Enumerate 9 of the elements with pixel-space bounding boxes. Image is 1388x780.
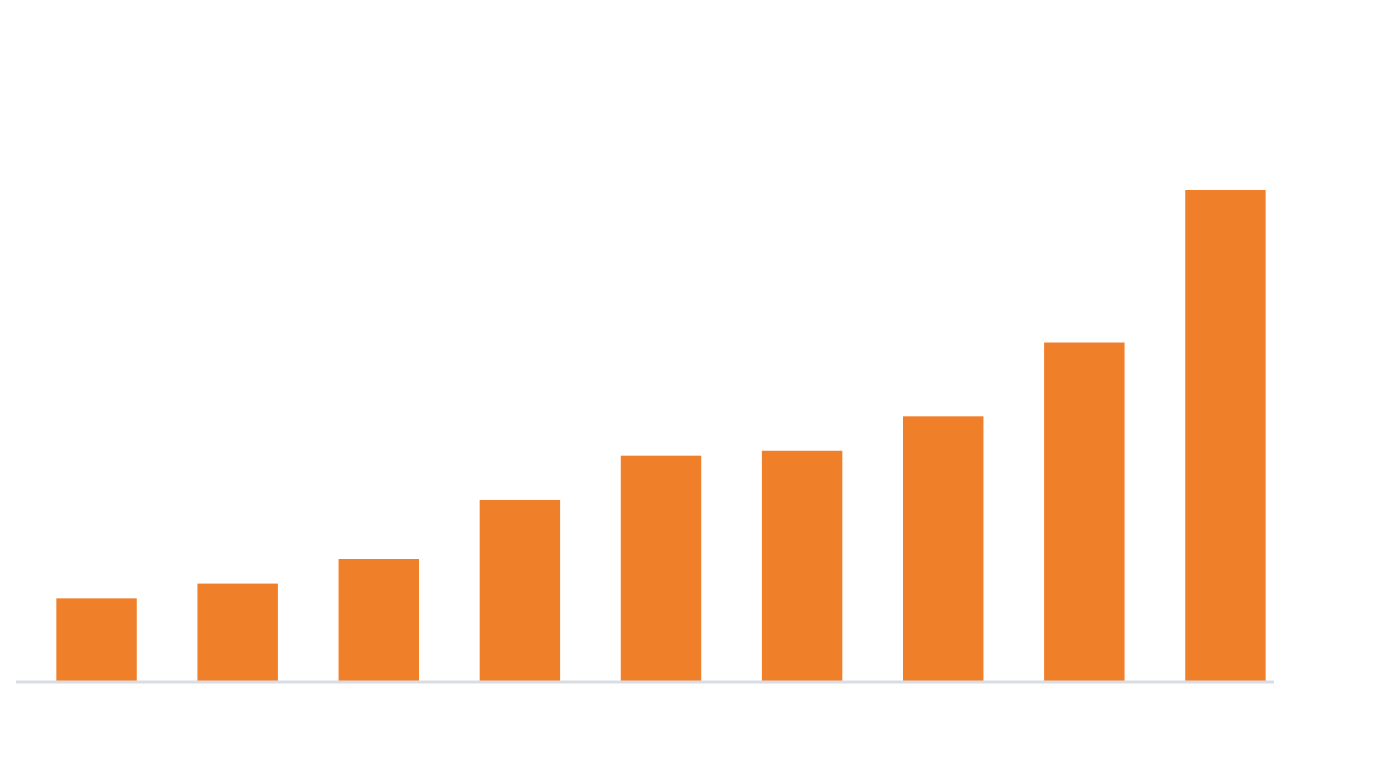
bar [197, 583, 278, 682]
bar [56, 598, 137, 682]
bar [479, 499, 561, 682]
bar [761, 450, 843, 682]
bar [1185, 190, 1266, 682]
bar [903, 416, 984, 682]
bar [338, 559, 419, 682]
bar [1044, 342, 1125, 682]
bar [620, 455, 702, 682]
